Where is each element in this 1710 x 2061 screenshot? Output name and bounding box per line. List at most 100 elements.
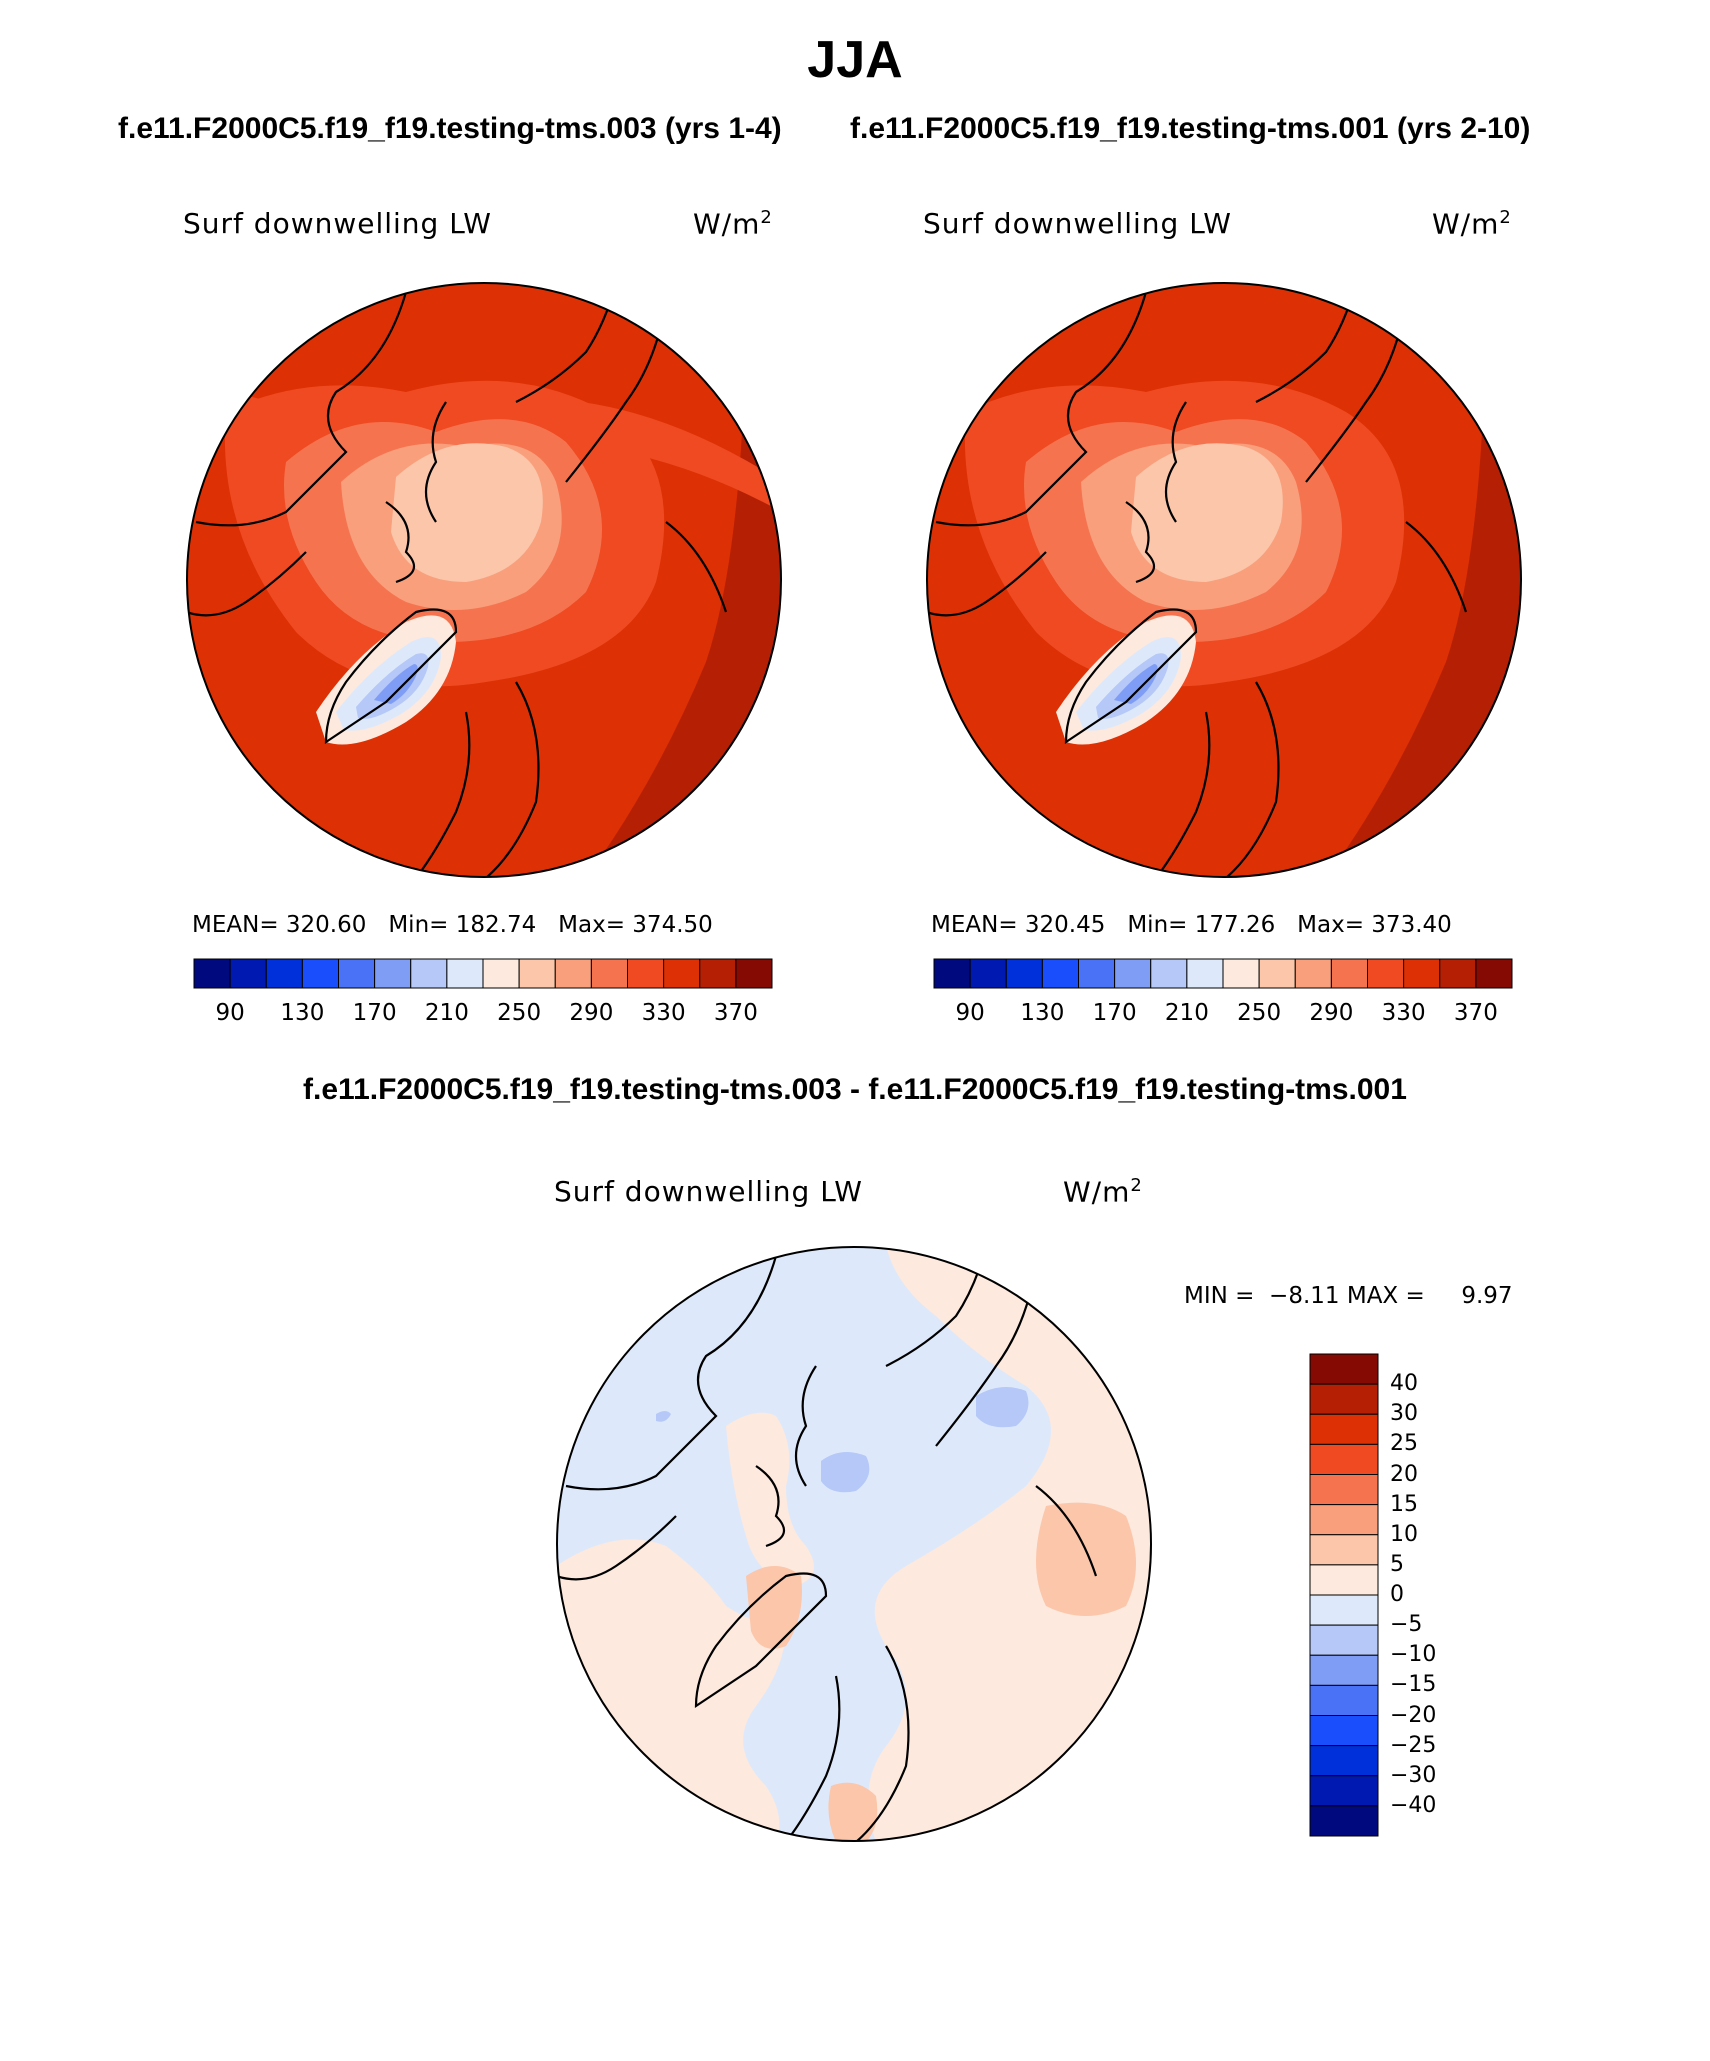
colorbar-box — [1403, 958, 1441, 989]
colorbar-tick-label: 25 — [1390, 1431, 1418, 1457]
colorbar-box — [1309, 1504, 1379, 1536]
colorbar-tick-label: 170 — [1092, 1000, 1137, 1026]
colorbar-tick-label: 130 — [1020, 1000, 1065, 1026]
colorbar-box — [1150, 958, 1188, 989]
colorbar-tick-label: 210 — [1164, 1000, 1209, 1026]
diff-min-max: MIN = −8.11 MAX = 9.97 — [1184, 1283, 1513, 1309]
variable-label-diff: Surf downwelling LW — [554, 1175, 863, 1208]
colorbar-tick-label: 290 — [1309, 1000, 1354, 1026]
field-peach-greenland — [746, 1566, 802, 1649]
field-greenland-4 — [1114, 664, 1158, 704]
colorbar-tick-label: 250 — [1237, 1000, 1282, 1026]
colorbar-box — [1309, 1775, 1379, 1807]
colorbar-tick-label: 370 — [1453, 1000, 1498, 1026]
colorbar-box — [933, 958, 971, 989]
colorbar-box — [1186, 958, 1224, 989]
colorbar-tick-label: 30 — [1390, 1401, 1418, 1427]
main-title: JJA — [807, 31, 903, 89]
stats-right: MEAN= 320.45 Min= 177.26 Max= 373.40 — [931, 912, 1452, 938]
colorbar-left — [193, 958, 773, 989]
colorbar-box — [410, 958, 448, 989]
polar-map-right — [926, 282, 1522, 878]
colorbar-box — [1309, 1805, 1379, 1837]
colorbar-box — [1309, 1413, 1379, 1445]
colorbar-tick-label: 330 — [1381, 1000, 1426, 1026]
colorbar-box — [627, 958, 665, 989]
colorbar-box — [1258, 958, 1296, 989]
field-blue-2 — [976, 1387, 1029, 1428]
field-peach-south — [828, 1782, 878, 1841]
colorbar-tick-label: −25 — [1390, 1732, 1437, 1758]
colorbar-tick-label: 170 — [352, 1000, 397, 1026]
colorbar-box — [1294, 958, 1332, 989]
colorbar-tick-label: −10 — [1390, 1642, 1437, 1668]
field-blue-1 — [821, 1452, 870, 1493]
colorbar-box — [1367, 958, 1405, 989]
variable-label-right: Surf downwelling LW — [923, 207, 1232, 240]
colorbar-box — [1439, 958, 1477, 989]
colorbar-tick-label: 90 — [215, 1000, 245, 1026]
field-blue-3 — [656, 1411, 671, 1422]
colorbar-ticks-diff: 40 30 25 20 15 10 5 0 −5 −10 −15 −20 −25 −30 −40 — [1390, 1354, 1510, 1836]
units-label-left: W/m2 — [693, 207, 773, 241]
colorbar-tick-label: 330 — [641, 1000, 686, 1026]
colorbar-box — [1309, 1594, 1379, 1626]
colorbar-box — [699, 958, 737, 989]
colorbar-box — [1309, 1715, 1379, 1747]
colorbar-tick-label: −20 — [1390, 1702, 1437, 1728]
variable-label-left: Surf downwelling LW — [183, 207, 492, 240]
colorbar-tick-label: 130 — [280, 1000, 325, 1026]
colorbar-tick-label: 370 — [713, 1000, 758, 1026]
colorbar-box — [1309, 1684, 1379, 1716]
colorbar-box — [338, 958, 376, 989]
colorbar-box — [1309, 1383, 1379, 1415]
colorbar-box — [1309, 1353, 1379, 1385]
colorbar-box — [1309, 1654, 1379, 1686]
colorbar-tick-label: 0 — [1390, 1582, 1404, 1607]
colorbar-box — [554, 958, 592, 989]
colorbar-box — [482, 958, 520, 989]
units-label-right: W/m2 — [1432, 207, 1512, 241]
colorbar-box — [1005, 958, 1043, 989]
colorbar-box — [193, 958, 231, 989]
colorbar-box — [265, 958, 303, 989]
colorbar-tick-label: 15 — [1390, 1491, 1418, 1517]
field-band-high — [1326, 283, 1521, 877]
colorbar-box — [229, 958, 267, 989]
polar-map-diff — [556, 1246, 1152, 1842]
colorbar-box — [1309, 1534, 1379, 1566]
colorbar-box — [1475, 958, 1513, 989]
colorbar-box — [1309, 1443, 1379, 1475]
field-greenland-4 — [374, 664, 418, 704]
field-band-high — [586, 283, 781, 877]
colorbar-box — [1041, 958, 1079, 989]
colorbar-ticks-left: 90 130 170 210 250 290 330 370 — [194, 1000, 772, 1030]
colorbar-box — [1309, 1745, 1379, 1777]
colorbar-box — [663, 958, 701, 989]
colorbar-tick-label: 90 — [955, 1000, 985, 1026]
colorbar-right — [933, 958, 1513, 989]
stats-left: MEAN= 320.60 Min= 182.74 Max= 374.50 — [192, 912, 713, 938]
colorbar-box — [590, 958, 628, 989]
map-border — [926, 282, 1522, 878]
case-title-right: f.e11.F2000C5.f19_f19.testing-tms.001 (y… — [850, 112, 1531, 145]
colorbar-tick-label: 20 — [1390, 1461, 1418, 1487]
polar-map-left — [186, 282, 782, 878]
colorbar-box — [301, 958, 339, 989]
case-title-left: f.e11.F2000C5.f19_f19.testing-tms.003 (y… — [118, 112, 782, 145]
colorbar-box — [969, 958, 1007, 989]
field-peach-east — [1036, 1502, 1136, 1616]
colorbar-box — [374, 958, 412, 989]
colorbar-box — [1078, 958, 1116, 989]
colorbar-tick-label: 250 — [497, 1000, 542, 1026]
colorbar-box — [1309, 1564, 1379, 1596]
units-label-diff: W/m2 — [1063, 1175, 1143, 1209]
field-positive-center — [726, 1412, 814, 1586]
colorbar-box — [735, 958, 773, 989]
map-border — [556, 1246, 1152, 1842]
colorbar-box — [446, 958, 484, 989]
diff-title: f.e11.F2000C5.f19_f19.testing-tms.003 - … — [303, 1073, 1407, 1106]
colorbar-tick-label: −30 — [1390, 1762, 1437, 1788]
colorbar-ticks-right: 90 130 170 210 250 290 330 370 — [934, 1000, 1512, 1030]
colorbar-box — [1222, 958, 1260, 989]
